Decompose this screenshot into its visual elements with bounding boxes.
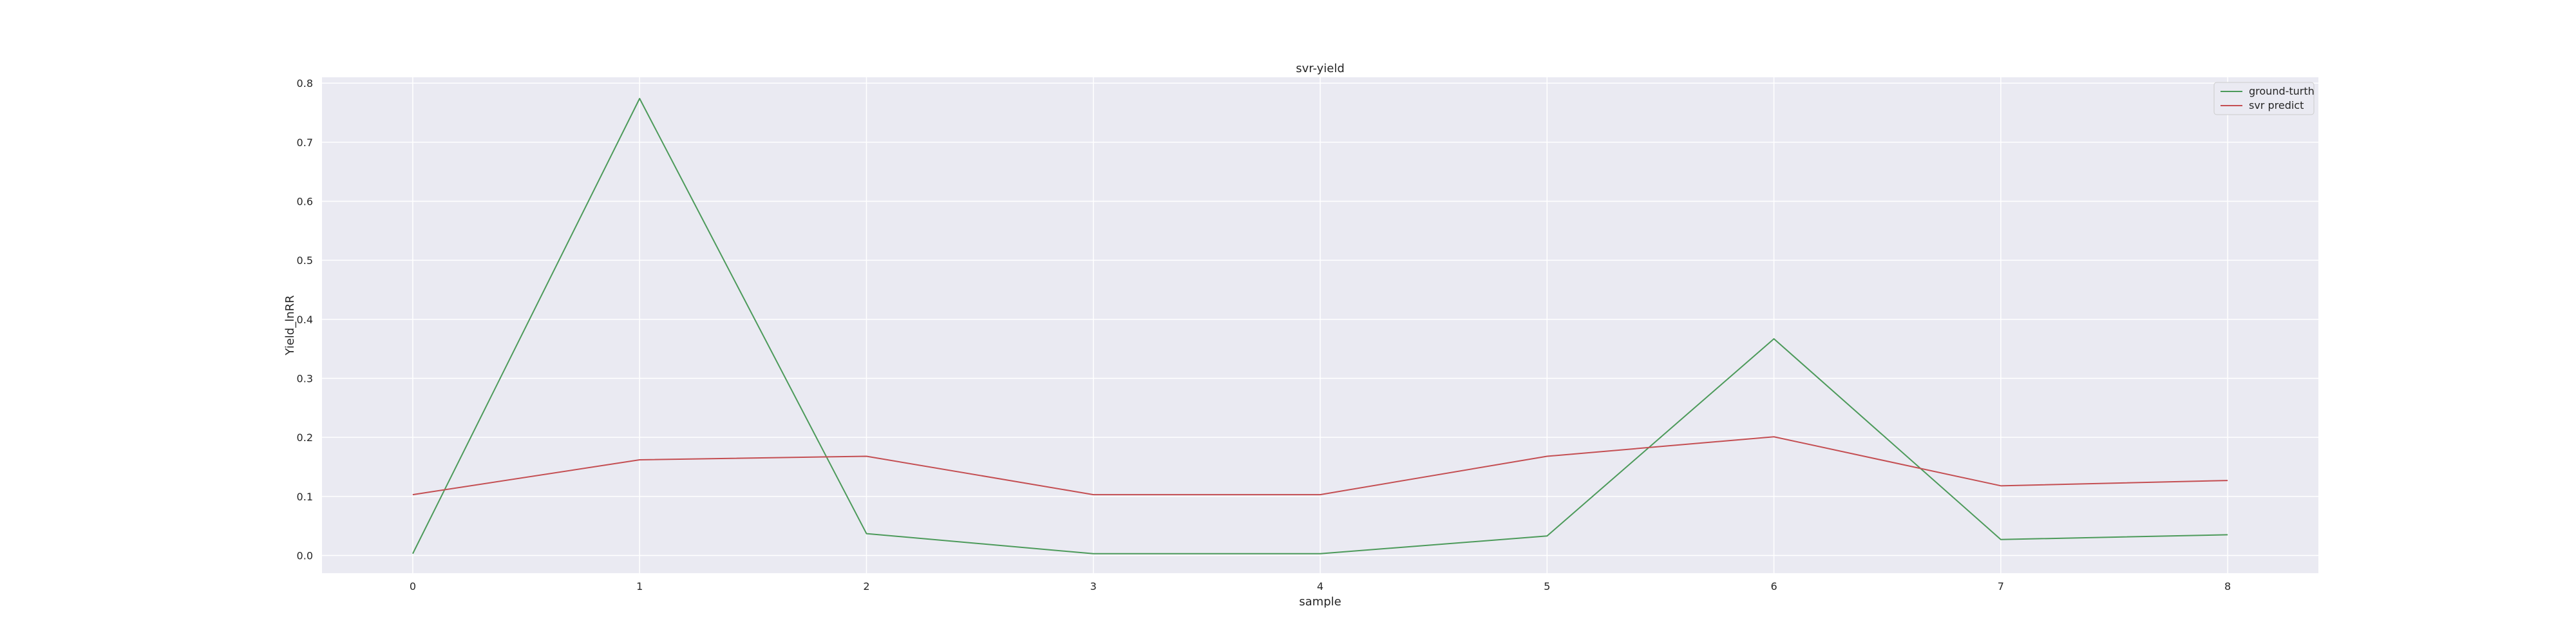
legend-label-ground-turth: ground-turth <box>2249 85 2315 97</box>
x-axis-label: sample <box>1299 595 1341 609</box>
y-tick-label: 0.6 <box>297 196 313 208</box>
y-tick-label: 0.3 <box>297 373 313 385</box>
series-lines <box>412 98 2228 554</box>
x-tick-label: 8 <box>2224 580 2231 592</box>
legend-label-svr-predict: svr predict <box>2249 99 2304 111</box>
x-tick-label: 4 <box>1317 580 1323 592</box>
x-tick-label: 2 <box>863 580 869 592</box>
y-tick-label: 0.8 <box>297 77 313 90</box>
y-axis-label: Yield_lnRR <box>283 295 297 355</box>
x-tick-label: 5 <box>1544 580 1550 592</box>
x-tick-labels: 0 1 2 3 4 5 6 7 8 <box>410 580 2231 592</box>
y-tick-labels: 0.0 0.1 0.2 0.3 0.4 0.5 0.6 0.7 0.8 <box>297 77 313 562</box>
y-tick-label: 0.0 <box>297 550 313 562</box>
y-tick-label: 0.4 <box>297 314 313 326</box>
y-tick-label: 0.7 <box>297 137 313 149</box>
x-tick-label: 6 <box>1770 580 1777 592</box>
y-tick-label: 0.1 <box>297 491 313 503</box>
x-tick-label: 1 <box>636 580 643 592</box>
x-tick-label: 3 <box>1090 580 1097 592</box>
y-gridlines <box>322 82 2318 556</box>
legend: ground-turth svr predict <box>2213 82 2315 115</box>
x-tick-label: 7 <box>1998 580 2004 592</box>
series-line-ground-turth <box>412 98 2228 554</box>
legend-box <box>2213 82 2315 115</box>
series-line-svr-predict <box>412 436 2228 496</box>
y-tick-label: 0.5 <box>297 254 313 267</box>
x-gridlines <box>412 77 2228 573</box>
y-tick-label: 0.2 <box>297 431 313 444</box>
x-tick-label: 0 <box>410 580 416 592</box>
chart-title: svr-yield <box>1296 62 1345 75</box>
